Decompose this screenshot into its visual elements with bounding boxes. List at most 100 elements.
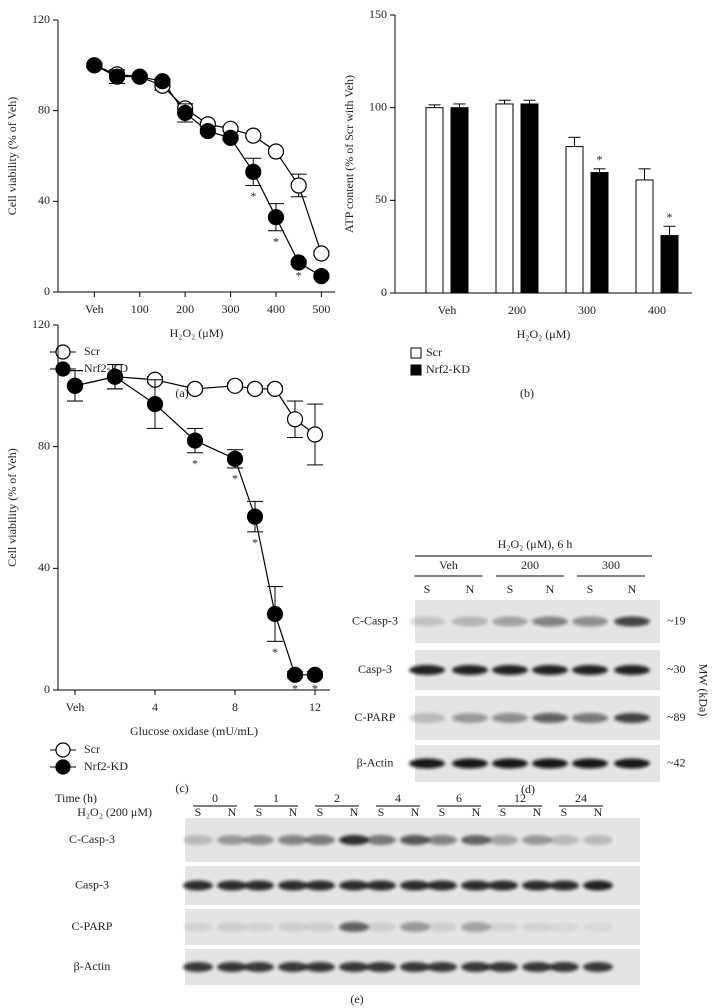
legend-label: Scr [84,344,100,358]
blot-row [183,949,640,985]
marker [177,104,194,122]
blot-band [217,880,247,891]
blot-band [549,962,579,972]
lane-title: H₂O₂ (200 μM) [77,805,152,819]
blot-band [305,835,335,845]
group-label: 6 [456,791,462,805]
marker [286,666,304,683]
bar [520,103,539,294]
blot-band [244,962,274,972]
marker [313,268,330,285]
blot-band [488,962,518,972]
mw-label: ~30 [667,662,686,676]
marker [246,380,264,397]
significance-mark: * [597,153,603,167]
significance-mark: * [667,210,673,224]
blot-band [339,880,369,891]
marker [199,122,216,140]
blot-band [305,922,335,932]
marker [154,73,171,90]
blot-band [183,880,213,891]
lane-label: S [500,805,507,819]
group-label: 4 [395,791,401,805]
blot-row [409,696,660,740]
blot-band [183,962,213,972]
group-title: Time (h) [55,791,97,805]
marker [313,245,330,262]
blot-band [427,880,457,891]
row-label: C-Casp-3 [352,613,398,627]
caption: (b) [520,386,534,400]
blot-band [183,922,213,932]
caption: (a) [175,386,188,400]
bar [565,146,584,294]
y-tick-label: 80 [38,102,50,116]
group-label: 24 [575,791,587,805]
x-tick-label: Veh [85,302,104,316]
lane-label: S [256,805,263,819]
row-label: C-PARP [355,710,396,724]
bar [450,107,469,294]
blot-band [452,616,488,627]
marker [186,432,204,449]
marker [245,163,262,180]
blot-row [183,866,640,905]
blot-band [409,758,445,769]
blot-band [278,962,308,972]
blot-band [366,835,396,845]
marker [106,368,124,385]
lane-label: S [561,805,568,819]
lane-label: S [195,805,202,819]
legend-marker [55,361,71,377]
blot-band [461,880,491,891]
y-axis-label: Cell viability (% of Veh) [5,448,19,566]
blot-band [488,922,518,932]
blot-row [409,745,660,782]
marker [226,377,244,394]
lane-label: S [587,582,594,596]
blot-band [217,835,247,845]
legend-marker [410,347,422,359]
x-tick-label: 400 [267,302,285,316]
legend-label: Scr [426,345,442,359]
blot-band [583,880,613,891]
legend-marker [55,344,71,360]
marker [245,127,262,144]
blot-band [492,616,528,627]
blot-band [572,665,608,675]
y-tick-label: 50 [375,192,387,206]
x-axis-label: Glucose oxidase (mU/mL) [130,724,258,738]
series-line [74,376,315,676]
blot-row [409,600,660,643]
blot-band [572,616,608,627]
legend-label: Nrf2-KD [426,362,470,376]
lane-label: N [546,582,555,596]
bar [425,107,444,294]
blot-band [339,922,369,932]
treatment-label: H₂O₂ (μM), 6 h [498,537,573,551]
blot-band [217,962,247,972]
blot-band [492,758,528,769]
y-tick-label: 40 [38,560,50,574]
blot-band [532,713,568,723]
marker [86,57,103,74]
group-label: 1 [273,791,279,805]
blot-band [461,835,491,845]
lane-label: N [228,805,237,819]
marker [226,450,244,467]
significance-mark: * [192,457,198,471]
marker [267,143,285,160]
lane-label: N [411,805,420,819]
blot-band [461,922,491,932]
bar [660,235,679,294]
lane-label: N [628,582,637,596]
significance-mark: * [232,472,238,486]
significance-mark: * [296,269,302,283]
marker [266,380,284,397]
marker [306,426,324,443]
bar [495,103,514,294]
blot-band [427,962,457,972]
lane-label: S [507,582,514,596]
blot-band [366,880,396,891]
x-axis-label: H₂O₂ (μM) [517,327,571,341]
